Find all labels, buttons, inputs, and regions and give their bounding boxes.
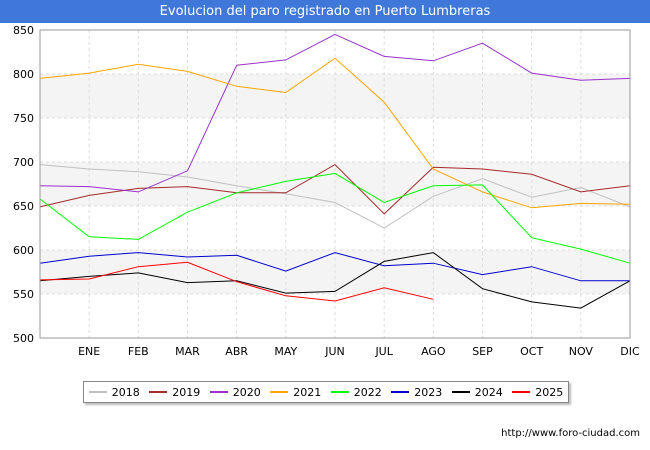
y-tick-label: 500 [13,332,34,345]
legend-label: 2020 [232,385,261,399]
legend-swatch [391,391,410,393]
x-tick-label: NOV [569,345,594,358]
legend-label: 2025 [535,385,564,399]
legend-label: 2021 [293,385,322,399]
x-tick-label: JUL [374,345,393,358]
plot-frame [39,29,631,339]
legend-swatch [209,391,228,393]
chart-legend: 2018 2019 2020 2021 2022 2023 2024 2025 [83,381,569,403]
y-tick-label: 700 [13,156,34,169]
series-line-2024 [39,252,631,309]
legend-label: 2018 [111,385,140,399]
legend-item-2023: 2023 [391,386,442,399]
legend-item-2025: 2025 [512,386,563,399]
legend-swatch [88,391,107,393]
legend-label: 2024 [474,385,503,399]
y-tick-label: 850 [13,24,34,37]
legend-item-2018: 2018 [88,385,140,399]
axes [39,29,631,339]
x-tick-label: OCT [520,345,543,358]
series-line-2025 [39,261,434,302]
legend-label: 2022 [353,385,382,399]
series-line-2023 [39,252,630,282]
chart-title: Evolucion del paro registrado en Puerto … [0,0,650,23]
series-line-2019 [39,163,631,215]
x-tick-label: MAY [274,345,297,358]
y-tick-label: 650 [13,200,34,213]
x-tick-label: AGO [421,345,446,358]
y-axis-labels: 500 550 600 650 700 750 800 850 [13,24,34,345]
series-lines [39,33,631,309]
legend-item-2020: 2020 [209,385,261,399]
legend-swatch [270,391,289,393]
y-tick-label: 800 [13,68,34,81]
series-line-2018 [39,164,631,229]
x-tick-label: MAR [175,345,200,358]
legend-swatch [451,391,470,393]
x-tick-label: SEP [472,345,493,358]
legend-label: 2019 [172,385,201,399]
legend-swatch [149,391,168,393]
x-tick-label: ABR [225,345,248,358]
source-credit: http://www.foro-ciudad.com [501,428,640,439]
x-tick-label: DIC [620,345,640,358]
x-tick-label: ENE [78,345,100,358]
series-line-2021 [39,57,631,209]
x-axis-labels: ENE FEB MAR ABR MAY JUN JUL AGO SEP OCT NOV DIC [78,345,640,358]
legend-item-2019: 2019 [149,386,200,399]
x-tick-label: JUN [324,345,345,358]
x-tick-label: FEB [128,345,149,358]
series-line-2020 [39,33,631,193]
legend-item-2022: 2022 [330,385,382,399]
legend-label: 2023 [414,385,443,399]
y-tick-label: 750 [13,112,34,125]
series-line-2022 [39,172,631,264]
legend-item-2024: 2024 [451,385,503,399]
legend-swatch [512,391,531,393]
y-tick-label: 600 [13,244,34,257]
y-tick-label: 550 [13,288,34,301]
legend-item-2021: 2021 [270,386,321,399]
legend-swatch [330,391,349,393]
